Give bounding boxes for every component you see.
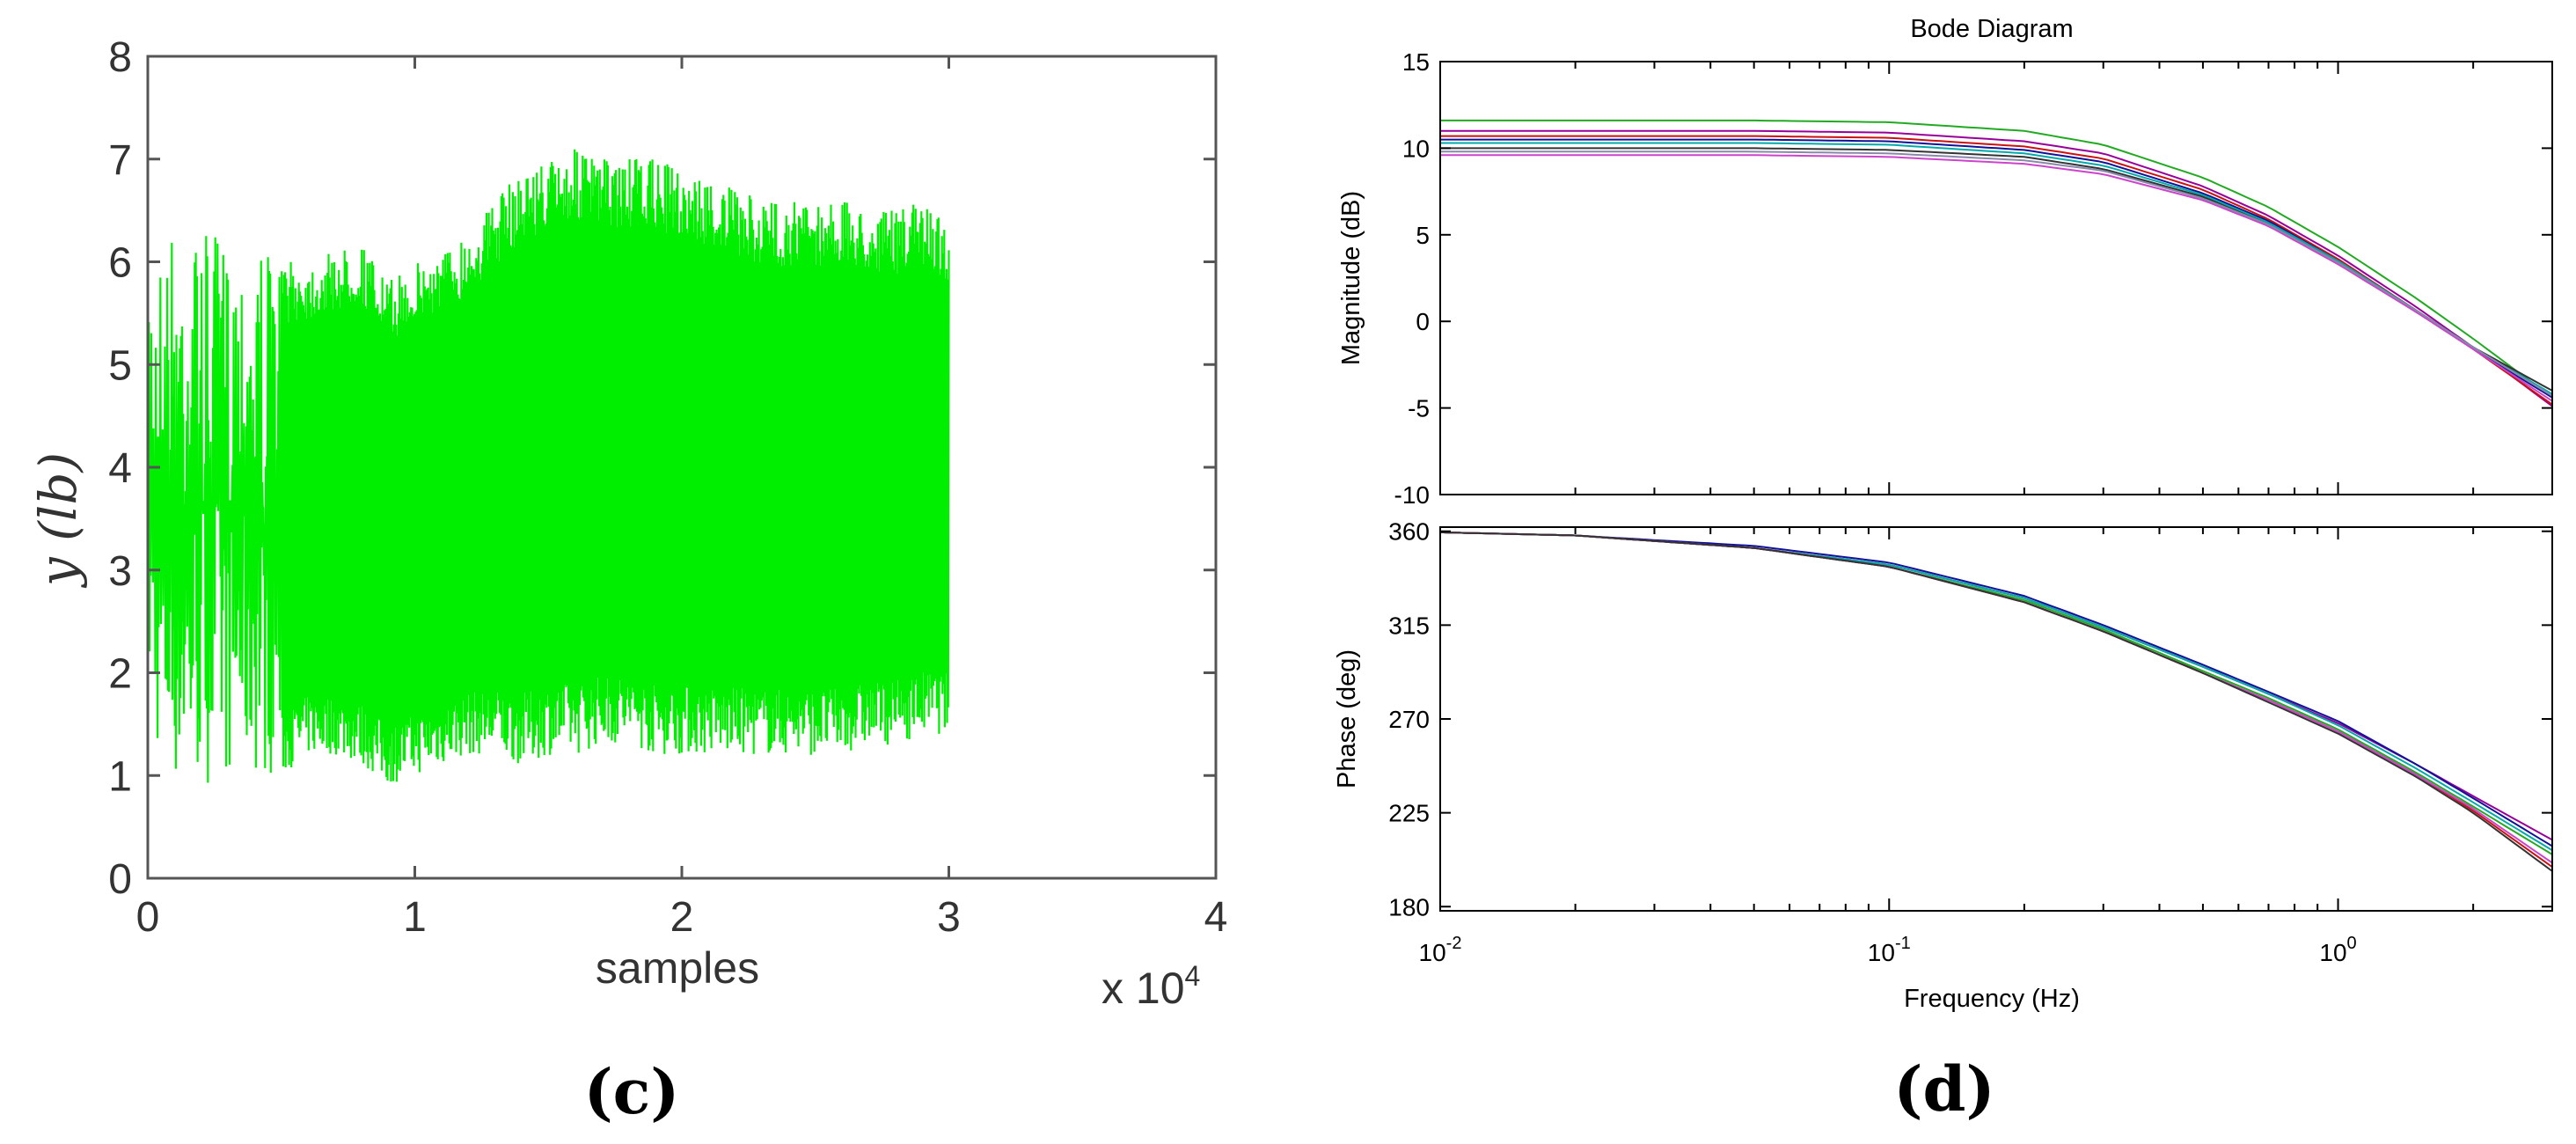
d-x-tick-label: 10-2 bbox=[1419, 934, 1462, 966]
c-y-tick-labels: 0 1 2 3 4 5 6 7 8 bbox=[108, 34, 132, 903]
c-x-tick-labels: 0 1 2 3 4 bbox=[136, 894, 1228, 941]
d-magnitude-series-line bbox=[1440, 150, 2553, 397]
d-x-tick-exponent: 0 bbox=[2347, 934, 2357, 953]
c-x-tick-label: 0 bbox=[136, 894, 160, 941]
d-magnitude-frame bbox=[1439, 61, 2553, 495]
d-x-tick-label: 100 bbox=[2319, 934, 2356, 966]
d-magnitude-series-line bbox=[1440, 119, 2553, 399]
d-magnitude-y-tick-labels: 15 10 5 0 -5 -10 bbox=[1394, 48, 1430, 509]
d-x-tick-exponent: -1 bbox=[1895, 934, 1911, 953]
c-x-tick-label: 4 bbox=[1204, 894, 1228, 941]
c-panel-label: (c) bbox=[584, 1055, 680, 1128]
d-magnitude-y-tick-label: 0 bbox=[1416, 308, 1430, 335]
d-phase-ticks bbox=[1439, 527, 2553, 911]
c-signal-trace bbox=[146, 149, 950, 783]
d-phase-series-line bbox=[1439, 531, 2553, 872]
d-x-axis-label: Frequency (Hz) bbox=[1904, 985, 2080, 1013]
d-x-tick-base: 10 bbox=[2319, 939, 2346, 966]
d-magnitude-series bbox=[1440, 119, 2553, 407]
d-x-tick-base: 10 bbox=[1868, 939, 1895, 966]
d-magnitude-series-line bbox=[1440, 129, 2553, 407]
d-panel-label: (d) bbox=[1893, 1052, 1994, 1126]
c-x-scale-base: x 10 bbox=[1101, 964, 1185, 1013]
c-y-tick-label: 8 bbox=[108, 34, 132, 81]
c-x-tick-label: 3 bbox=[937, 894, 961, 941]
c-signal-line bbox=[146, 149, 950, 783]
d-phase-y-tick-label: 270 bbox=[1388, 706, 1430, 733]
d-magnitude-y-tick-label: 15 bbox=[1402, 48, 1430, 76]
d-phase-y-tick-label: 180 bbox=[1388, 893, 1430, 920]
c-x-axis-label: samples bbox=[596, 943, 759, 993]
d-magnitude-axis-label: Magnitude (dB) bbox=[1337, 191, 1365, 365]
d-x-tick-labels: 10-2 10-1 100 bbox=[1419, 934, 2357, 966]
c-x-scale-note: x 104 bbox=[1101, 960, 1200, 1013]
d-magnitude-series-line bbox=[1440, 135, 2553, 406]
d-title: Bode Diagram bbox=[1910, 15, 2073, 43]
d-magnitude-ticks bbox=[1439, 61, 2553, 495]
d-phase-y-tick-label: 225 bbox=[1388, 800, 1430, 827]
c-x-scale-exponent: 4 bbox=[1185, 960, 1201, 992]
d-magnitude-y-tick-label: -10 bbox=[1394, 481, 1430, 509]
d-phase-y-tick-labels: 360 315 270 225 180 bbox=[1388, 518, 1430, 921]
c-y-tick-label: 3 bbox=[108, 548, 132, 595]
d-magnitude-series-line bbox=[1440, 154, 2553, 402]
d-magnitude-y-tick-label: 5 bbox=[1416, 222, 1430, 249]
c-ticks bbox=[146, 55, 1218, 880]
c-y-tick-label: 4 bbox=[108, 445, 132, 492]
c-y-tick-label: 0 bbox=[108, 856, 132, 903]
d-magnitude-y-tick-label: -5 bbox=[1408, 395, 1430, 422]
d-phase-series bbox=[1439, 531, 2553, 872]
c-y-axis-label: y (lb) bbox=[28, 452, 88, 589]
d-x-tick-exponent: -2 bbox=[1446, 934, 1462, 953]
c-y-tick-label: 2 bbox=[108, 651, 132, 698]
d-magnitude-series-line bbox=[1440, 142, 2553, 395]
d-phase-axis-label: Phase (deg) bbox=[1333, 649, 1361, 788]
d-magnitude-y-tick-label: 10 bbox=[1402, 135, 1430, 162]
c-y-tick-label: 7 bbox=[108, 137, 132, 184]
c-y-tick-label: 6 bbox=[108, 240, 132, 287]
d-x-tick-base: 10 bbox=[1419, 939, 1446, 966]
c-x-tick-label: 1 bbox=[403, 894, 427, 941]
c-x-tick-label: 2 bbox=[670, 894, 694, 941]
d-phase-y-tick-label: 315 bbox=[1388, 612, 1430, 639]
c-y-tick-label: 1 bbox=[108, 753, 132, 800]
d-phase-y-tick-label: 360 bbox=[1388, 518, 1430, 546]
d-x-tick-label: 10-1 bbox=[1868, 934, 1911, 966]
c-y-tick-label: 5 bbox=[108, 342, 132, 389]
